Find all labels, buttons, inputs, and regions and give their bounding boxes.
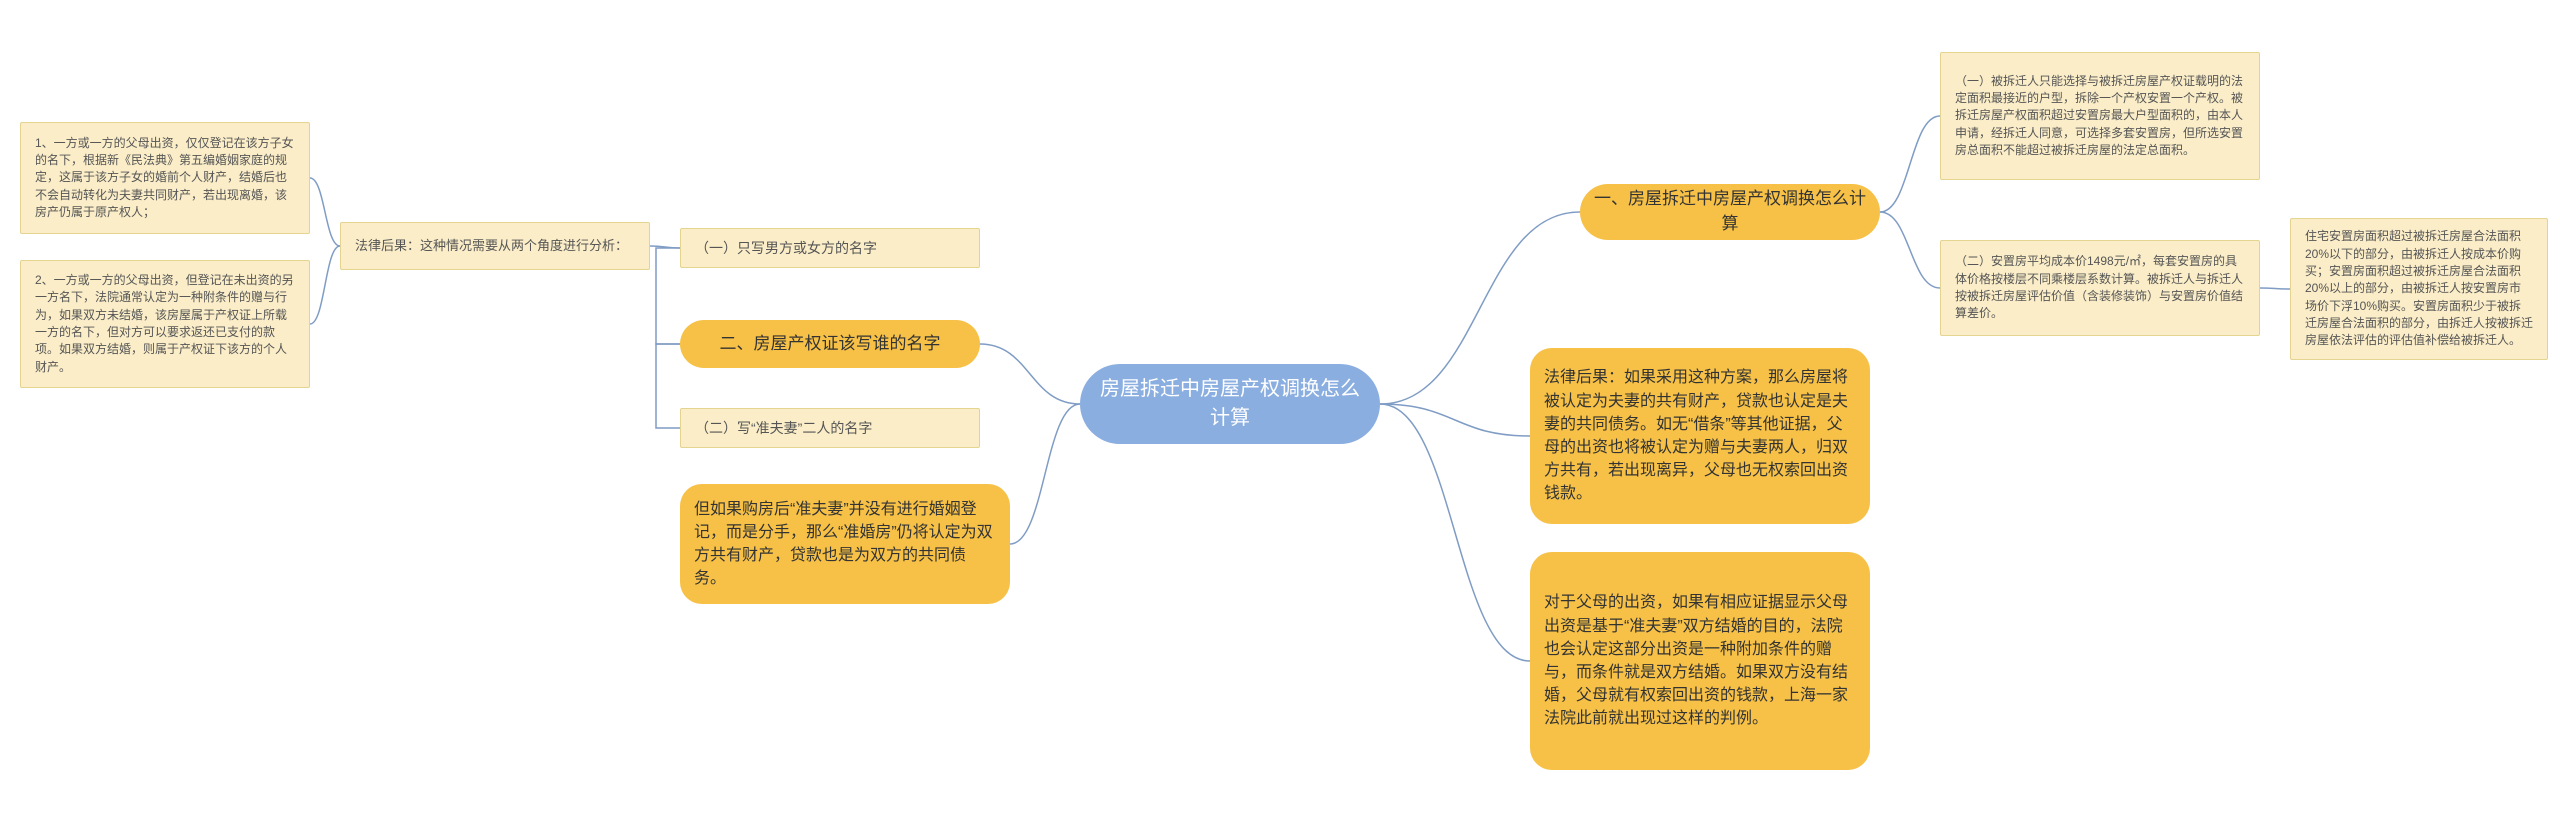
note-l1a-law: 法律后果：这种情况需要从两个角度进行分析： [340, 222, 650, 270]
note-r1a: （一）被拆迁人只能选择与被拆迁房屋产权证载明的法定面积最接近的户型，拆除一个产权… [1940, 52, 2260, 180]
mindmap-canvas: 房屋拆迁中房屋产权调换怎么计算 一、房屋拆迁中房屋产权调换怎么计算 （一）被拆迁… [0, 0, 2560, 834]
branch-left-1[interactable]: 二、房屋产权证该写谁的名字 [680, 320, 980, 368]
note-l1b: （二）写“准夫妻”二人的名字 [680, 408, 980, 448]
root-node[interactable]: 房屋拆迁中房屋产权调换怎么计算 [1080, 364, 1380, 444]
note-r1b: （二）安置房平均成本价1498元/㎡，每套安置房的具体价格按楼层不同乘楼层系数计… [1940, 240, 2260, 336]
note-l1a-law1: 1、一方或一方的父母出资，仅仅登记在该方子女的名下，根据新《民法典》第五编婚姻家… [20, 122, 310, 234]
note-l1a: （一）只写男方或女方的名字 [680, 228, 980, 268]
bubble-r2[interactable]: 法律后果：如果采用这种方案，那么房屋将被认定为夫妻的共有财产，贷款也认定是夫妻的… [1530, 348, 1870, 524]
note-l1a-law2: 2、一方或一方的父母出资，但登记在未出资的另一方名下，法院通常认定为一种附条件的… [20, 260, 310, 388]
bubble-l2[interactable]: 但如果购房后“准夫妻”并没有进行婚姻登记，而是分手，那么“准婚房”仍将认定为双方… [680, 484, 1010, 604]
note-r1b-ext: 住宅安置房面积超过被拆迁房屋合法面积20%以下的部分，由被拆迁人按成本价购买；安… [2290, 218, 2548, 360]
branch-right-1[interactable]: 一、房屋拆迁中房屋产权调换怎么计算 [1580, 184, 1880, 240]
bubble-r3[interactable]: 对于父母的出资，如果有相应证据显示父母出资是基于“准夫妻”双方结婚的目的，法院也… [1530, 552, 1870, 770]
